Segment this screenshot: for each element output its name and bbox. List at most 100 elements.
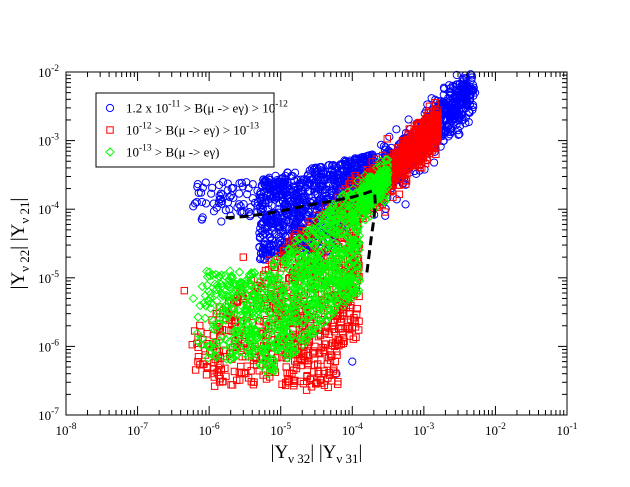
data-point [288, 283, 299, 294]
data-point [228, 319, 236, 327]
data-point [261, 365, 271, 376]
data-point [211, 284, 222, 295]
data-point [431, 101, 439, 109]
data-point [424, 139, 432, 147]
y-tick-label: 10-6 [38, 338, 59, 354]
data-point [461, 119, 470, 128]
data-point [455, 79, 465, 88]
data-point [315, 266, 326, 276]
data-point [309, 298, 319, 309]
data-point [255, 190, 264, 200]
data-point [215, 302, 226, 312]
data-point [341, 199, 351, 210]
data-point [246, 316, 257, 326]
data-point [229, 193, 238, 202]
data-point [241, 304, 251, 315]
data-point [296, 377, 305, 386]
data-point [352, 333, 360, 342]
data-point [246, 281, 257, 291]
data-point [203, 296, 214, 307]
data-point [239, 316, 249, 326]
data-point [224, 275, 235, 285]
data-point [311, 254, 322, 264]
data-point [439, 98, 448, 107]
data-point [253, 282, 264, 292]
data-point [351, 204, 361, 214]
data-point [286, 306, 297, 316]
data-point [315, 315, 325, 326]
data-point [268, 258, 279, 269]
data-point [279, 173, 288, 182]
data-point [299, 192, 308, 201]
data-point [268, 362, 279, 373]
x-tick-label: 10-4 [342, 422, 363, 438]
legend-entry: 10-12 > B(μ -> eγ) > 10-13 [106, 122, 259, 138]
data-point [268, 313, 279, 323]
data-point [243, 362, 251, 370]
data-point [467, 75, 476, 85]
data-point [260, 350, 270, 361]
data-point [291, 168, 300, 177]
data-point [296, 200, 305, 209]
data-point [338, 315, 346, 323]
data-point [341, 247, 352, 258]
data-point [448, 81, 457, 90]
data-point [334, 336, 343, 344]
data-point [291, 299, 302, 309]
data-point [317, 265, 327, 276]
data-point [197, 281, 207, 292]
data-point [232, 341, 243, 351]
data-point [249, 339, 260, 350]
data-point [310, 263, 321, 273]
data-point [419, 126, 428, 135]
x-tick-labels: 10-8 10-7 10-6 10-5 10-4 10-3 10-2 10-1 [56, 422, 578, 438]
data-point [425, 149, 434, 158]
data-point [294, 233, 304, 244]
data-point [195, 300, 205, 311]
data-point [377, 177, 388, 188]
data-point [202, 371, 211, 379]
data-point [368, 158, 376, 166]
data-point [350, 164, 359, 173]
data-point [272, 329, 283, 339]
data-point [326, 356, 335, 365]
data-point [256, 189, 266, 198]
data-point [265, 363, 275, 374]
data-point [239, 286, 249, 296]
legend-label: 10-13 > B(μ -> eγ) [126, 144, 219, 160]
data-point [316, 162, 326, 172]
data-point [396, 168, 404, 176]
data-point [272, 273, 283, 284]
data-point [401, 170, 409, 178]
data-point [247, 348, 257, 358]
data-point [258, 200, 267, 209]
data-point [309, 296, 319, 306]
data-point [245, 278, 255, 288]
data-point [288, 316, 298, 326]
data-point [255, 228, 264, 238]
data-point [289, 185, 298, 194]
data-point [240, 289, 251, 300]
data-point [243, 351, 254, 362]
data-point [290, 176, 299, 186]
data-point [250, 198, 260, 207]
data-point [330, 295, 340, 305]
data-point [261, 358, 272, 369]
data-point [225, 282, 235, 292]
legend: 1.2 x 10-11 > B(μ -> eγ) > 10-12 10-12 > … [95, 92, 288, 168]
data-point [200, 360, 208, 368]
data-point [256, 224, 265, 233]
data-point [392, 125, 401, 134]
data-point [330, 220, 340, 230]
x-axis-label: |Yν 32| |Yν 31| [271, 442, 363, 466]
data-point [315, 181, 324, 191]
data-point [288, 347, 298, 357]
data-point [208, 183, 217, 192]
data-point [281, 342, 291, 352]
data-point [358, 185, 368, 196]
legend-entry: 10-13 > B(μ -> eγ) [105, 144, 219, 160]
data-point [457, 103, 466, 112]
data-point [345, 324, 354, 333]
data-point [330, 247, 340, 258]
data-point [297, 340, 308, 350]
